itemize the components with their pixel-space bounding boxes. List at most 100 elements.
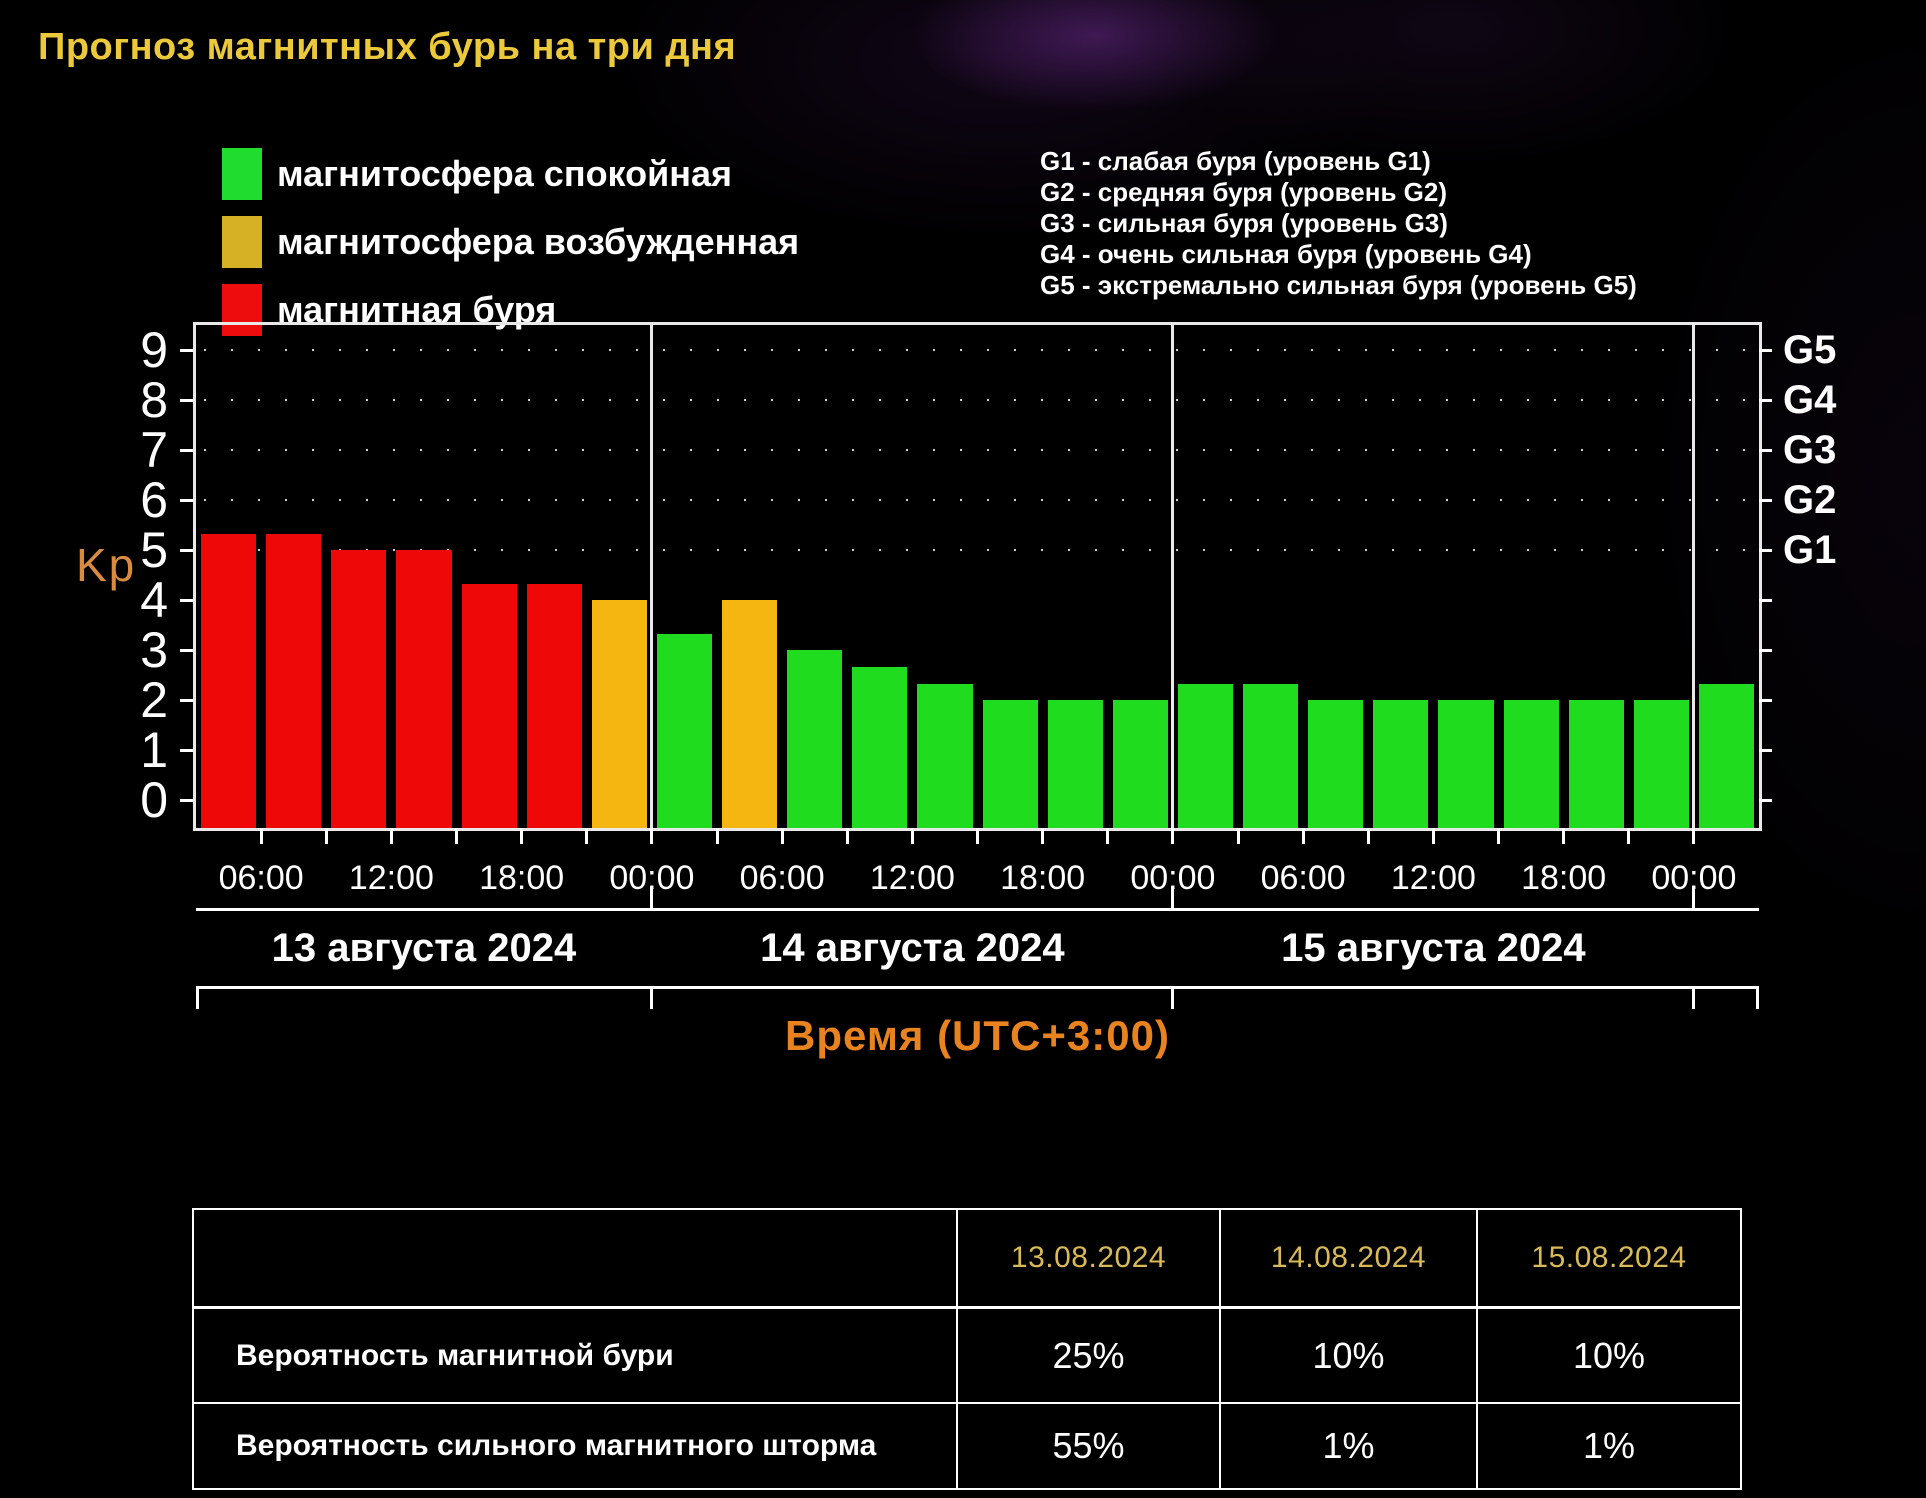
legend-item-quiet: магнитосфера спокойная xyxy=(222,148,799,200)
table-date-header: 14.08.2024 xyxy=(1219,1210,1476,1306)
y-axis-title: Kp xyxy=(76,539,137,591)
dotted-gridline xyxy=(204,499,1751,501)
y-axis-tick xyxy=(1759,448,1772,452)
legend-item-label: магнитосфера спокойная xyxy=(277,153,732,194)
kp-bar xyxy=(396,550,452,828)
y-axis-label: 6 xyxy=(140,472,168,528)
y-axis-tick xyxy=(180,648,193,652)
kp-bar xyxy=(1177,683,1233,828)
kp-bar xyxy=(331,550,387,828)
y-axis-label: 8 xyxy=(140,372,168,428)
y-axis-tick xyxy=(180,348,193,352)
date-divider-tick xyxy=(196,989,199,1009)
kp-bar xyxy=(266,533,322,828)
y-axis-tick xyxy=(180,748,193,752)
x-axis-tick xyxy=(455,828,458,844)
x-axis-tick xyxy=(715,828,719,844)
y-axis-tick xyxy=(180,798,193,802)
table-value: 10% xyxy=(1476,1306,1740,1402)
kp-bar xyxy=(1243,683,1299,828)
x-axis-label: 06:00 xyxy=(218,859,304,897)
x-axis-label: 06:00 xyxy=(739,859,825,897)
y-axis-tick xyxy=(180,498,193,502)
y-axis-tick xyxy=(1759,798,1772,802)
y-axis-tick xyxy=(1759,498,1772,502)
x-axis-tick xyxy=(1497,828,1500,844)
kp-bar xyxy=(1438,700,1494,828)
g-level-axis-label: G3 xyxy=(1783,428,1837,472)
date-divider-tick xyxy=(1756,989,1759,1009)
kp-bar xyxy=(1568,700,1624,828)
date-divider-tick xyxy=(1171,886,1175,908)
date-divider-tick xyxy=(650,886,654,908)
y-axis-tick xyxy=(1759,548,1772,552)
y-axis-tick xyxy=(1759,348,1772,352)
g-scale-line-g4: G4 - очень сильная буря (уровень G4) xyxy=(1040,239,1532,269)
kp-bar xyxy=(526,583,582,828)
x-axis-tick xyxy=(585,828,589,844)
x-axis-tick xyxy=(650,828,654,844)
g-scale-line-g5: G5 - экстремально сильная буря (уровень … xyxy=(1040,270,1637,300)
y-axis-label: 4 xyxy=(140,572,168,628)
kp-bar xyxy=(201,533,257,828)
date-divider-tick xyxy=(1692,886,1696,908)
x-axis-label: 12:00 xyxy=(869,859,955,897)
table-value: 55% xyxy=(956,1402,1219,1488)
legend-item-unsettled: магнитосфера возбужденная xyxy=(222,216,799,268)
kp-bar xyxy=(1373,700,1429,828)
kp-bar-chart: 0 1 2 3 4 5 6 7 8 9 G1 G2 G3 G4 G5 xyxy=(140,322,1836,831)
unsettled-color-swatch xyxy=(222,216,262,268)
x-axis-tick xyxy=(1366,828,1370,844)
x-axis-tick xyxy=(1562,828,1566,844)
table-value: 10% xyxy=(1219,1306,1476,1402)
y-axis-tick xyxy=(1759,398,1772,402)
date-divider-tick xyxy=(650,989,654,1009)
dotted-gridline xyxy=(204,349,1751,351)
kp-bar xyxy=(461,583,517,828)
x-axis-tick xyxy=(324,828,328,844)
table-value: 1% xyxy=(1219,1402,1476,1488)
y-axis-tick xyxy=(180,548,193,552)
legend-item-label: магнитосфера возбужденная xyxy=(277,221,800,262)
x-axis-tick xyxy=(259,828,263,844)
table-date-header: 15.08.2024 xyxy=(1476,1210,1740,1306)
y-axis-tick xyxy=(180,398,193,402)
x-axis-tick xyxy=(1041,828,1045,844)
g-scale-legend: G1 - слабая буря (уровень G1) G2 - средн… xyxy=(1040,146,1637,301)
date-divider-tick xyxy=(1171,989,1175,1009)
table-row-label: Вероятность магнитной бури xyxy=(194,1306,956,1402)
day-divider xyxy=(650,325,654,828)
g-scale-line-g3: G3 - сильная буря (уровень G3) xyxy=(1040,208,1448,238)
y-axis-tick xyxy=(1759,598,1772,602)
storm-color-swatch xyxy=(222,284,262,336)
y-axis-tick xyxy=(1759,748,1772,752)
day-divider xyxy=(1692,325,1696,828)
x-axis-label: 12:00 xyxy=(348,859,434,897)
table-date-header: 13.08.2024 xyxy=(956,1210,1219,1306)
x-axis-tick xyxy=(1236,828,1240,844)
x-axis-tick xyxy=(1301,828,1305,844)
g-level-axis-label: G1 xyxy=(1783,528,1837,572)
date-divider-tick xyxy=(1692,989,1696,1009)
y-axis-label: 9 xyxy=(140,322,168,378)
y-axis-label: 0 xyxy=(140,772,168,828)
kp-bar xyxy=(1112,700,1168,828)
kp-bar xyxy=(1308,700,1364,828)
kp-bar xyxy=(1503,700,1559,828)
kp-bar xyxy=(722,600,778,828)
x-axis-tick xyxy=(389,828,393,844)
x-axis-label: 06:00 xyxy=(1260,859,1346,897)
kp-bar xyxy=(917,683,973,828)
x-axis-tick xyxy=(1627,828,1631,844)
x-axis-label: 12:00 xyxy=(1390,859,1476,897)
x-axis-tick xyxy=(910,828,914,844)
table-corner-cell xyxy=(194,1210,956,1306)
x-axis-tick xyxy=(1431,828,1435,844)
dotted-gridline xyxy=(204,549,1751,551)
date-label: 14 августа 2024 xyxy=(760,926,1065,970)
dotted-gridline xyxy=(204,449,1751,451)
probability-table: 13.08.2024 14.08.2024 15.08.2024 Вероятн… xyxy=(192,1208,1742,1490)
kp-bar xyxy=(1698,683,1754,828)
y-axis-tick xyxy=(180,598,193,602)
